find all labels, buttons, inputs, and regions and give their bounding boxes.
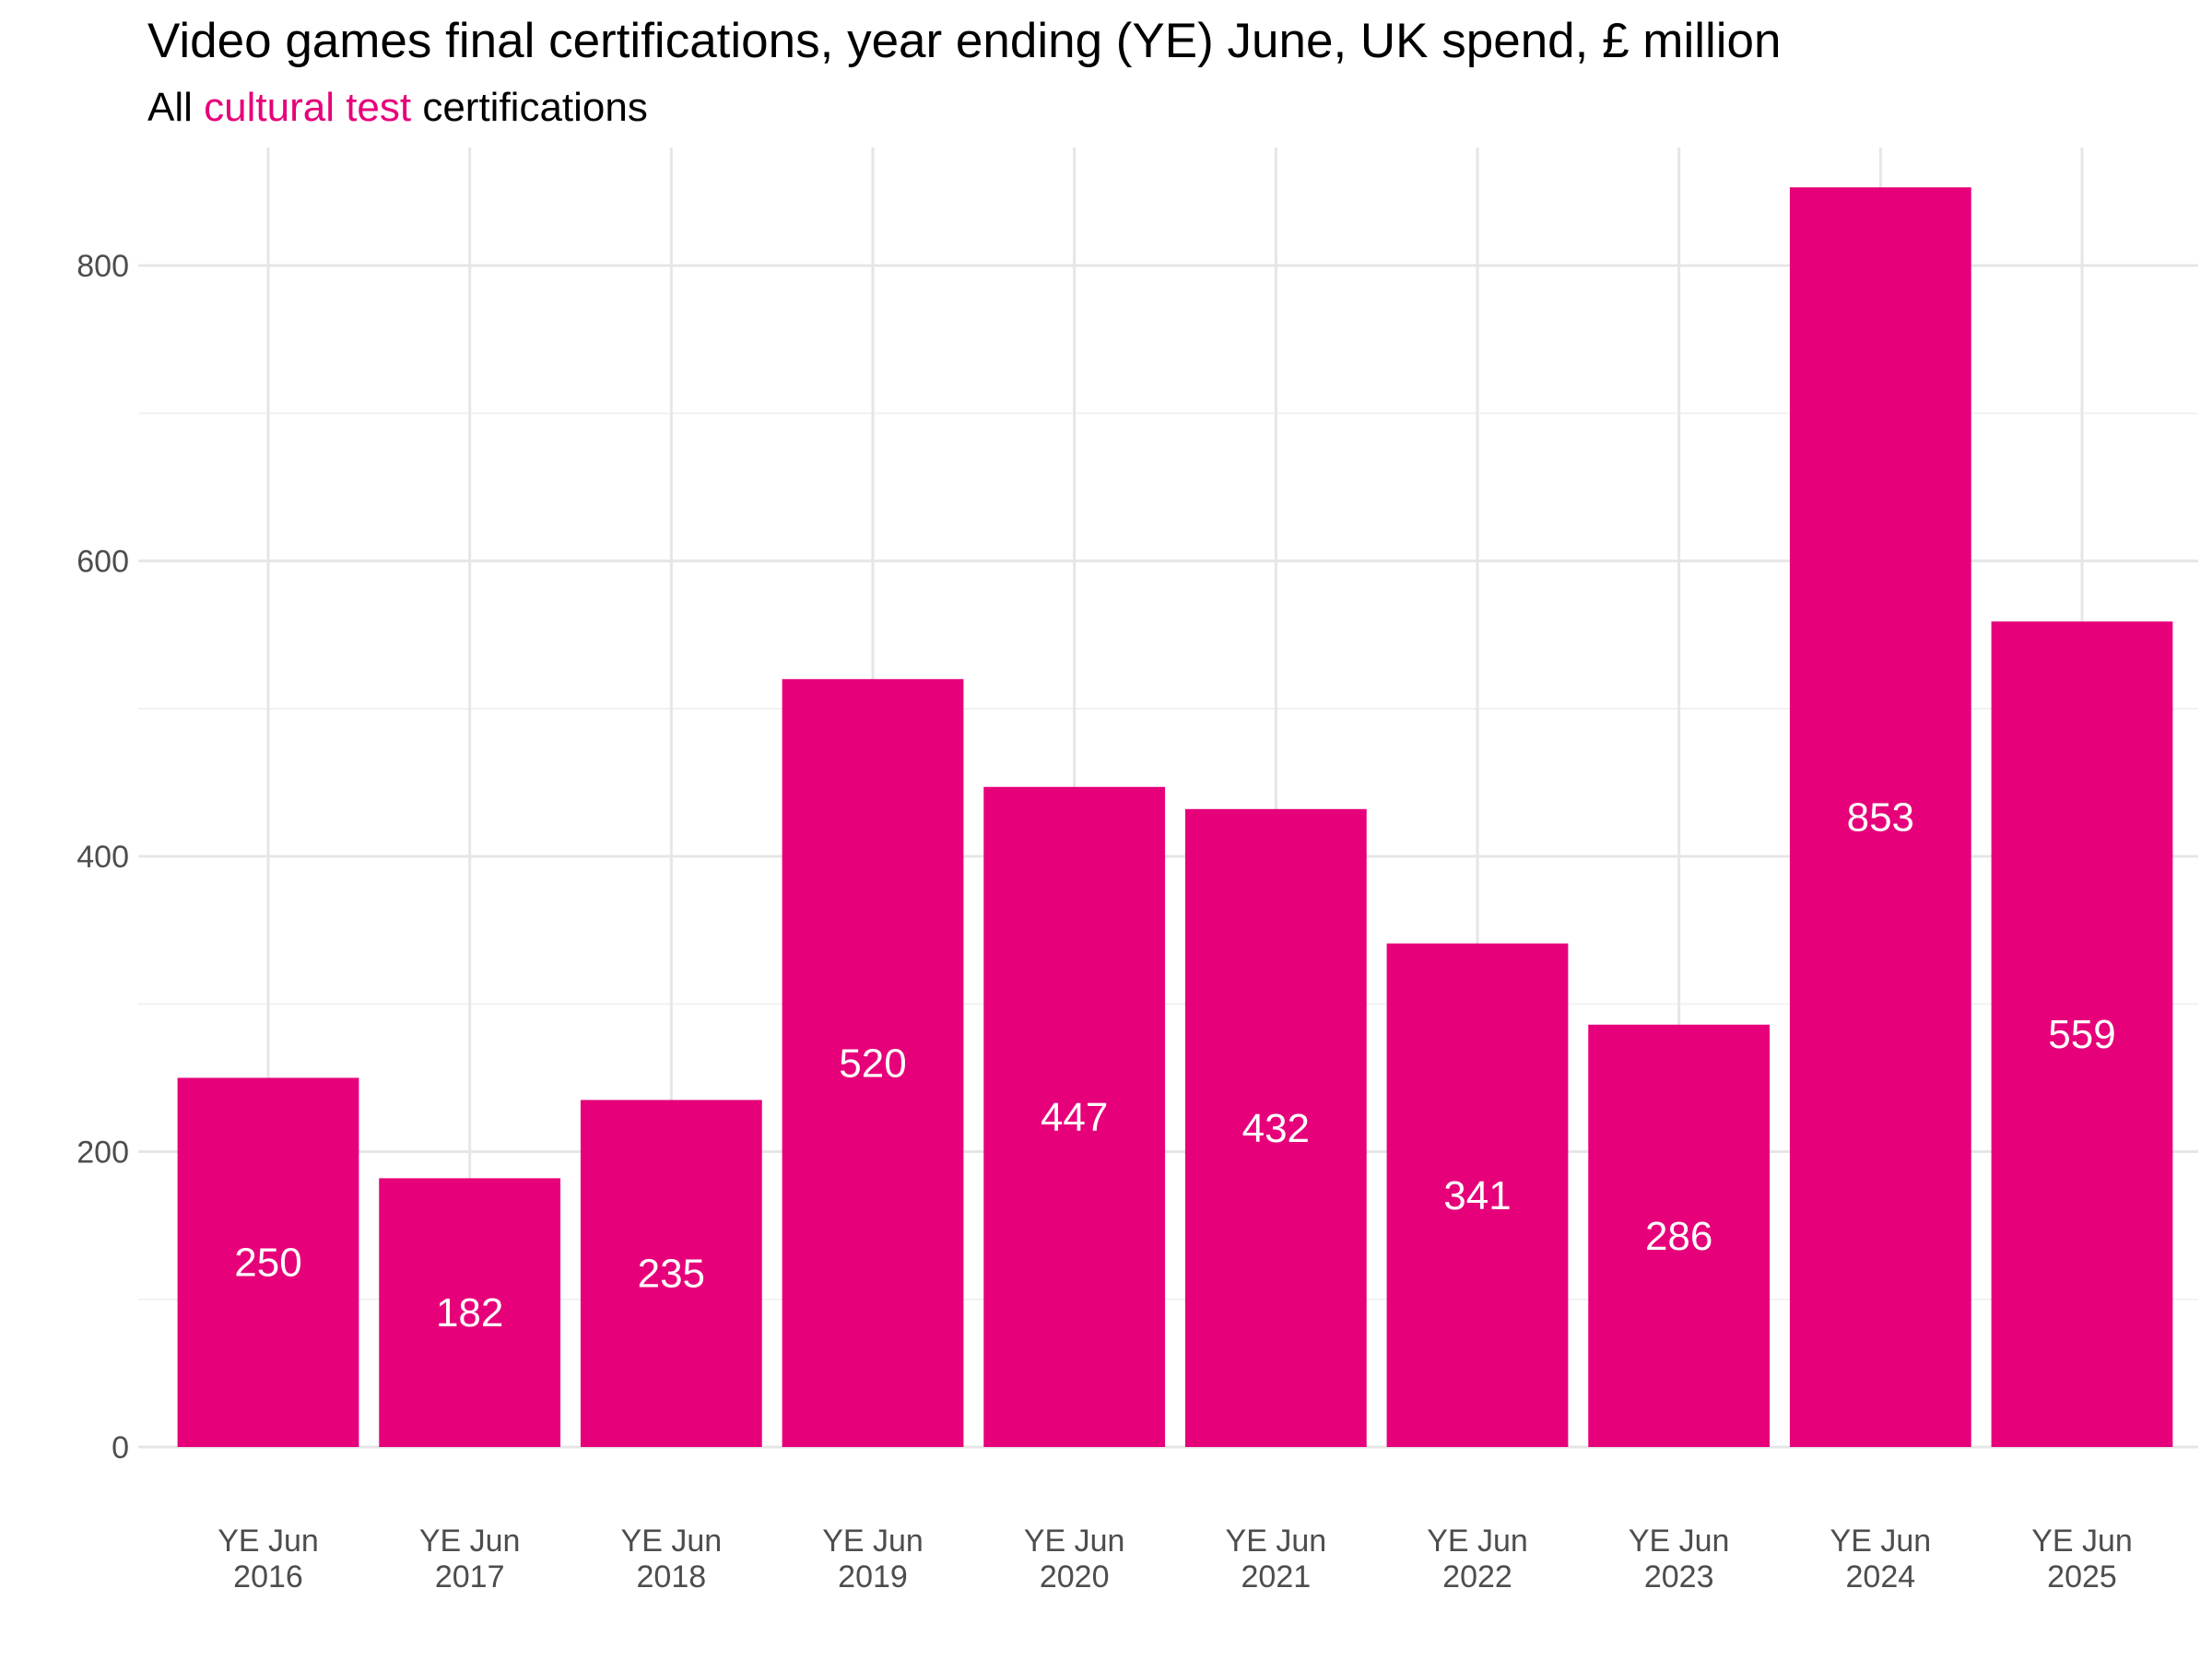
x-tick-label: YE Jun 2023 — [1629, 1524, 1730, 1594]
x-tick-label-line: YE Jun — [2031, 1524, 2133, 1559]
x-tick-label: YE Jun 2017 — [419, 1524, 521, 1594]
subtitle-suffix: certifications — [411, 85, 648, 130]
x-tick-label-line: 2019 — [838, 1559, 908, 1594]
x-tick-label: YE Jun 2025 — [2031, 1524, 2133, 1594]
x-tick-label-line: 2023 — [1644, 1559, 1714, 1594]
x-tick-label-line: YE Jun — [1830, 1524, 1932, 1559]
x-tick-label: YE Jun 2018 — [621, 1524, 723, 1594]
bar-value-label: 182 — [436, 1290, 503, 1335]
x-tick-label: YE Jun 2024 — [1830, 1524, 1932, 1594]
x-tick-label-line: 2017 — [435, 1559, 505, 1594]
x-tick-label-line: 2025 — [2047, 1559, 2117, 1594]
chart-title: Video games final certifications, year e… — [147, 14, 1782, 68]
subtitle-highlight: cultural test — [204, 85, 412, 130]
bar-value-label: 341 — [1443, 1173, 1511, 1218]
subtitle-prefix: All — [147, 85, 205, 130]
x-tick-label-line: 2016 — [233, 1559, 303, 1594]
bar — [1789, 187, 1971, 1448]
x-tick-label: YE Jun 2021 — [1226, 1524, 1327, 1594]
x-tick-label-line: YE Jun — [1427, 1524, 1528, 1559]
y-tick-label: 0 — [112, 1430, 129, 1465]
bar-value-label: 432 — [1242, 1106, 1310, 1151]
x-tick-label: YE Jun 2016 — [218, 1524, 319, 1594]
bar — [1991, 621, 2173, 1447]
x-tick-label-line: 2020 — [1040, 1559, 1110, 1594]
bar-value-label: 520 — [839, 1041, 906, 1086]
bar — [782, 678, 964, 1447]
bar — [1386, 943, 1569, 1447]
bar — [580, 1100, 762, 1447]
y-axis: 0 200 400 600 800 — [76, 249, 129, 1465]
bar-value-label: 250 — [234, 1241, 301, 1286]
x-tick-label: YE Jun 2019 — [822, 1524, 924, 1594]
bar-value-label: 235 — [638, 1252, 705, 1297]
x-tick-label-line: YE Jun — [218, 1524, 319, 1559]
bar — [1184, 808, 1367, 1447]
x-tick-label-line: YE Jun — [1226, 1524, 1327, 1559]
bar-value-label: 559 — [2048, 1012, 2115, 1057]
x-tick-label-line: YE Jun — [621, 1524, 723, 1559]
x-tick-label: YE Jun 2022 — [1427, 1524, 1528, 1594]
bar — [983, 786, 1166, 1447]
x-tick-label-line: YE Jun — [1024, 1524, 1125, 1559]
bar — [379, 1178, 561, 1447]
bars — [177, 187, 2173, 1448]
y-tick-label: 800 — [76, 249, 129, 284]
y-tick-label: 400 — [76, 840, 129, 875]
bar-value-label: 286 — [1645, 1214, 1712, 1259]
x-tick-label-line: YE Jun — [1629, 1524, 1730, 1559]
bar — [177, 1077, 359, 1447]
bar — [1588, 1024, 1771, 1447]
y-tick-label: 200 — [76, 1135, 129, 1171]
x-tick-label-line: YE Jun — [822, 1524, 924, 1559]
bar-value-label: 447 — [1041, 1095, 1108, 1140]
chart-subtitle: All cultural test certifications — [147, 81, 648, 135]
x-tick-label-line: 2021 — [1241, 1559, 1312, 1594]
y-tick-label: 600 — [76, 545, 129, 580]
x-tick-label-line: YE Jun — [419, 1524, 521, 1559]
bar-value-label: 853 — [1847, 795, 1914, 841]
x-tick-label-line: 2024 — [1846, 1559, 1916, 1594]
x-tick-label: YE Jun 2020 — [1024, 1524, 1125, 1594]
x-tick-label-line: 2022 — [1442, 1559, 1512, 1594]
bar-labels: 250 182 235 520 447 432 341 286 853 559 — [234, 795, 2115, 1336]
x-tick-label-line: 2018 — [637, 1559, 707, 1594]
